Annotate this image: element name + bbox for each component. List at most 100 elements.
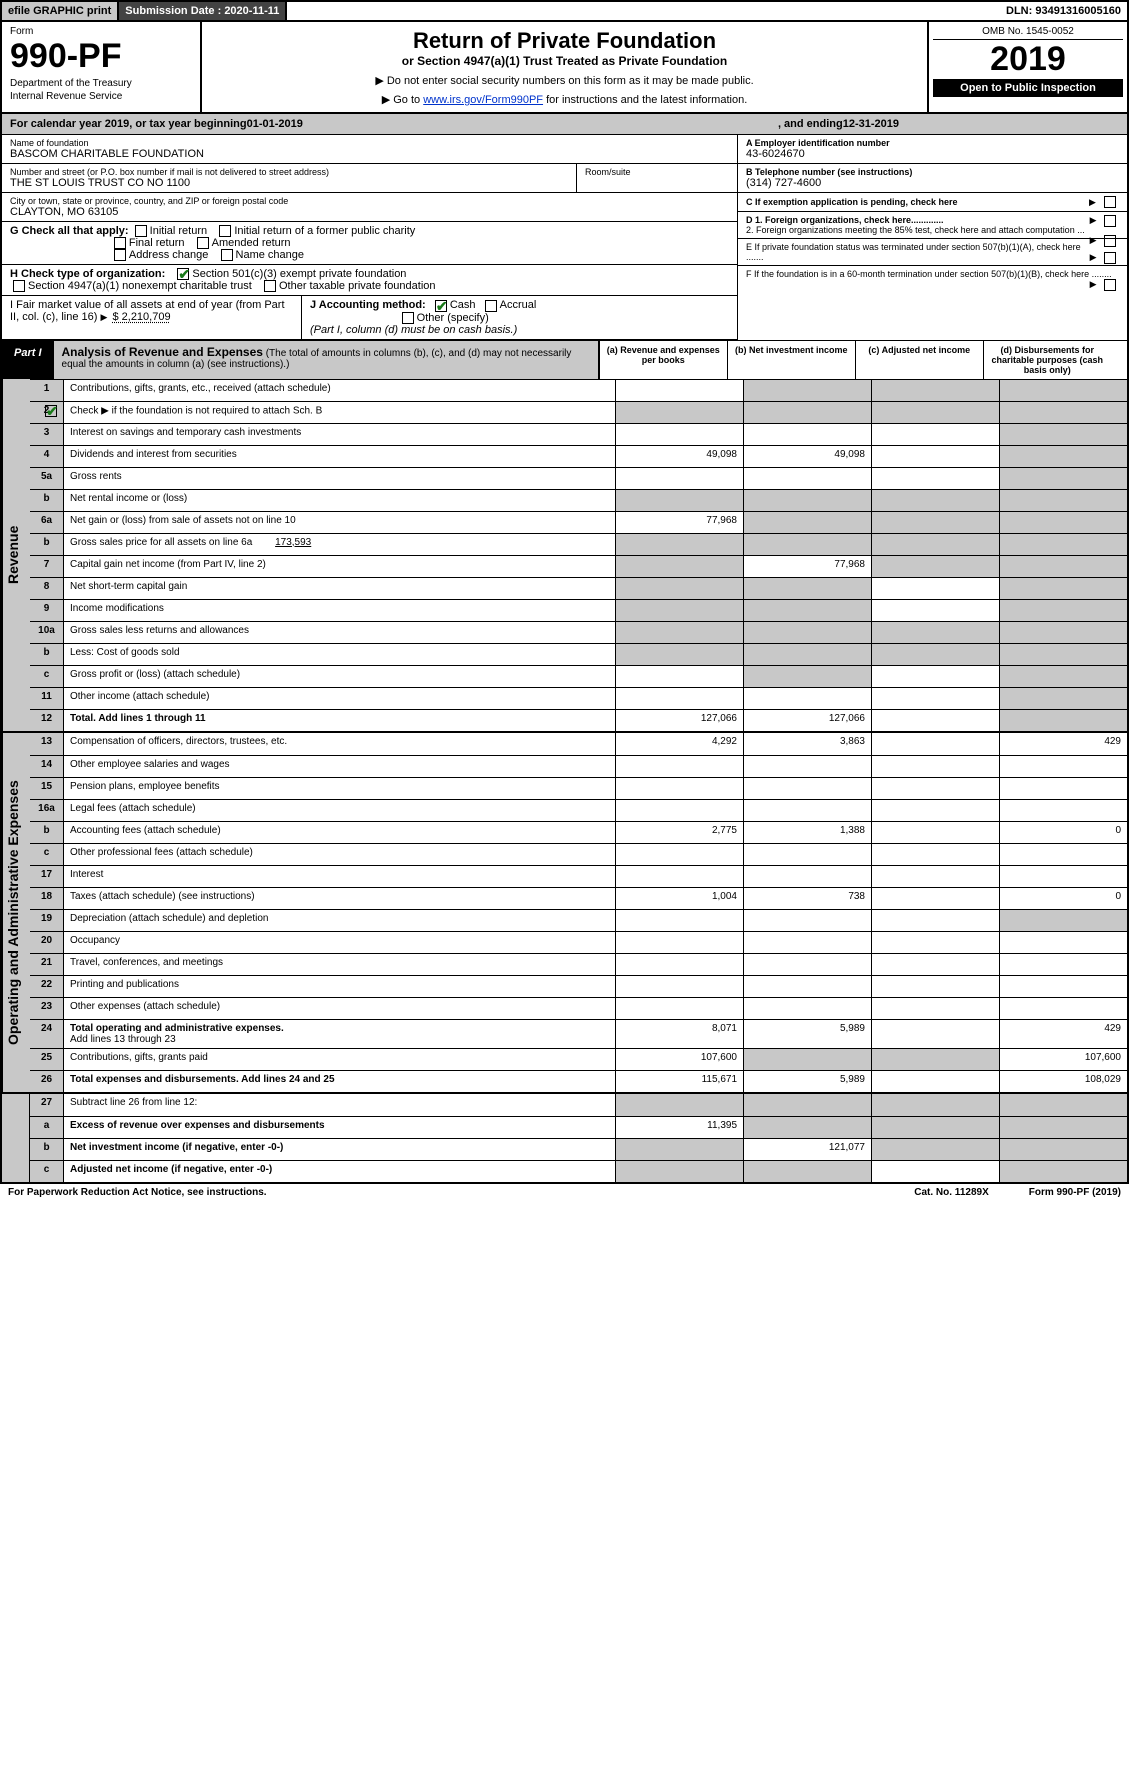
note-link-row: ▶ Go to www.irs.gov/Form990PF for instru…	[208, 93, 921, 106]
row-18: Taxes (attach schedule) (see instruction…	[64, 888, 615, 909]
row-7: Capital gain net income (from Part IV, l…	[64, 556, 615, 577]
ck-4947[interactable]	[13, 280, 25, 292]
cal-mid: , and ending	[778, 118, 843, 130]
row-10b: Less: Cost of goods sold	[64, 644, 615, 665]
row-22: Printing and publications	[64, 976, 615, 997]
ck-sch-b[interactable]	[45, 405, 57, 417]
r26-b: 5,989	[743, 1071, 871, 1092]
cal-end: 12-31-2019	[843, 118, 899, 130]
arrow-icon	[1090, 235, 1099, 245]
part1-title: Analysis of Revenue and Expenses	[62, 345, 263, 359]
row-21: Travel, conferences, and meetings	[64, 954, 615, 975]
ck-final-return[interactable]	[114, 237, 126, 249]
r16b-b: 1,388	[743, 822, 871, 843]
irs-link[interactable]: www.irs.gov/Form990PF	[423, 94, 543, 106]
r18-d: 0	[999, 888, 1127, 909]
row-27b: Net investment income (if negative, ente…	[64, 1139, 615, 1160]
ck-c[interactable]	[1104, 196, 1116, 208]
c-label: C If exemption application is pending, c…	[746, 197, 958, 207]
ck-name-change[interactable]	[221, 249, 233, 261]
r12-a: 127,066	[615, 710, 743, 731]
ck-d1[interactable]	[1104, 215, 1116, 227]
arrow-icon	[1090, 215, 1099, 225]
efile-print-button[interactable]: efile GRAPHIC print	[2, 2, 119, 20]
section-h: H Check type of organization: Section 50…	[2, 265, 737, 296]
j-label: J Accounting method:	[310, 299, 426, 311]
arrow-icon	[1090, 279, 1099, 289]
b-label: B Telephone number (see instructions)	[746, 167, 1119, 177]
row-25: Contributions, gifts, grants paid	[64, 1049, 615, 1070]
arrow-icon	[100, 311, 109, 323]
ck-other-method[interactable]	[402, 312, 414, 324]
expense-side-label: Operating and Administrative Expenses	[2, 733, 30, 1092]
omb-number: OMB No. 1545-0052	[933, 26, 1123, 40]
arrow-icon	[1089, 196, 1098, 208]
row-16a: Legal fees (attach schedule)	[64, 800, 615, 821]
r16b-a: 2,775	[615, 822, 743, 843]
tax-year: 2019	[933, 40, 1123, 79]
ck-initial-return[interactable]	[135, 225, 147, 237]
h-opt-1: Section 501(c)(3) exempt private foundat…	[192, 268, 406, 280]
summary-table: 27Subtract line 26 from line 12: aExcess…	[2, 1092, 1127, 1182]
revenue-side-label: Revenue	[2, 379, 30, 731]
row-2: Check ▶ if the foundation is not require…	[64, 402, 615, 423]
arrow-icon	[1090, 252, 1099, 262]
r24-a: 8,071	[615, 1020, 743, 1048]
col-b-header: (b) Net investment income	[727, 341, 855, 379]
r25-a: 107,600	[615, 1049, 743, 1070]
g-opt-4: Address change	[129, 249, 209, 261]
note-pre: ▶ Go to	[382, 94, 423, 106]
ck-address-change[interactable]	[114, 249, 126, 261]
footer-form: Form 990-PF (2019)	[1029, 1187, 1121, 1198]
ck-d2[interactable]	[1104, 235, 1116, 247]
form-990pf: efile GRAPHIC print Submission Date : 20…	[0, 0, 1129, 1184]
r12-b: 127,066	[743, 710, 871, 731]
col-d-header: (d) Disbursements for charitable purpose…	[983, 341, 1111, 379]
d1-label: D 1. Foreign organizations, check here..…	[746, 215, 944, 225]
i-value: $ 2,210,709	[112, 311, 170, 323]
topbar: efile GRAPHIC print Submission Date : 20…	[2, 2, 1127, 22]
g-opt-2: Final return	[129, 237, 185, 249]
ck-other-taxable[interactable]	[264, 280, 276, 292]
r6a-a: 77,968	[615, 512, 743, 533]
ck-501c3[interactable]	[177, 268, 189, 280]
ck-f[interactable]	[1104, 279, 1116, 291]
row-4: Dividends and interest from securities	[64, 446, 615, 467]
part1-header: Part I Analysis of Revenue and Expenses …	[2, 341, 1127, 379]
form-subtitle: or Section 4947(a)(1) Trust Treated as P…	[208, 54, 921, 68]
r27a-a: 11,395	[615, 1117, 743, 1138]
city-state-zip: CLAYTON, MO 63105	[10, 206, 729, 218]
r24-b: 5,989	[743, 1020, 871, 1048]
form-header: Form 990-PF Department of the Treasury I…	[2, 22, 1127, 114]
note-ssn: ▶ Do not enter social security numbers o…	[208, 74, 921, 87]
row-19: Depreciation (attach schedule) and deple…	[64, 910, 615, 931]
h-opt-3: Other taxable private foundation	[279, 280, 436, 292]
footer-paperwork: For Paperwork Reduction Act Notice, see …	[8, 1187, 267, 1198]
a-label: A Employer identification number	[746, 138, 1119, 148]
row-20: Occupancy	[64, 932, 615, 953]
r13-a: 4,292	[615, 733, 743, 755]
ck-cash[interactable]	[435, 300, 447, 312]
row-23: Other expenses (attach schedule)	[64, 998, 615, 1019]
row-9: Income modifications	[64, 600, 615, 621]
ck-e[interactable]	[1104, 252, 1116, 264]
row-27a: Excess of revenue over expenses and disb…	[64, 1117, 615, 1138]
j-note: (Part I, column (d) must be on cash basi…	[310, 324, 517, 336]
g-opt-0: Initial return	[150, 225, 207, 237]
ck-initial-public[interactable]	[219, 225, 231, 237]
form-number: 990-PF	[10, 37, 192, 76]
form-title: Return of Private Foundation	[208, 28, 921, 54]
r6b-val: 173,593	[275, 537, 311, 548]
ck-accrual[interactable]	[485, 300, 497, 312]
r16b-d: 0	[999, 822, 1127, 843]
r24-d: 429	[999, 1020, 1127, 1048]
ck-amended-return[interactable]	[197, 237, 209, 249]
form-label: Form	[10, 26, 192, 37]
revenue-table: Revenue 1Contributions, gifts, grants, e…	[2, 379, 1127, 731]
col-c-header: (c) Adjusted net income	[855, 341, 983, 379]
g-opt-1: Initial return of a former public charit…	[234, 225, 415, 237]
name-label: Name of foundation	[10, 138, 729, 148]
row-5b: Net rental income or (loss)	[64, 490, 615, 511]
page-footer: For Paperwork Reduction Act Notice, see …	[0, 1184, 1129, 1201]
row-6a: Net gain or (loss) from sale of assets n…	[64, 512, 615, 533]
